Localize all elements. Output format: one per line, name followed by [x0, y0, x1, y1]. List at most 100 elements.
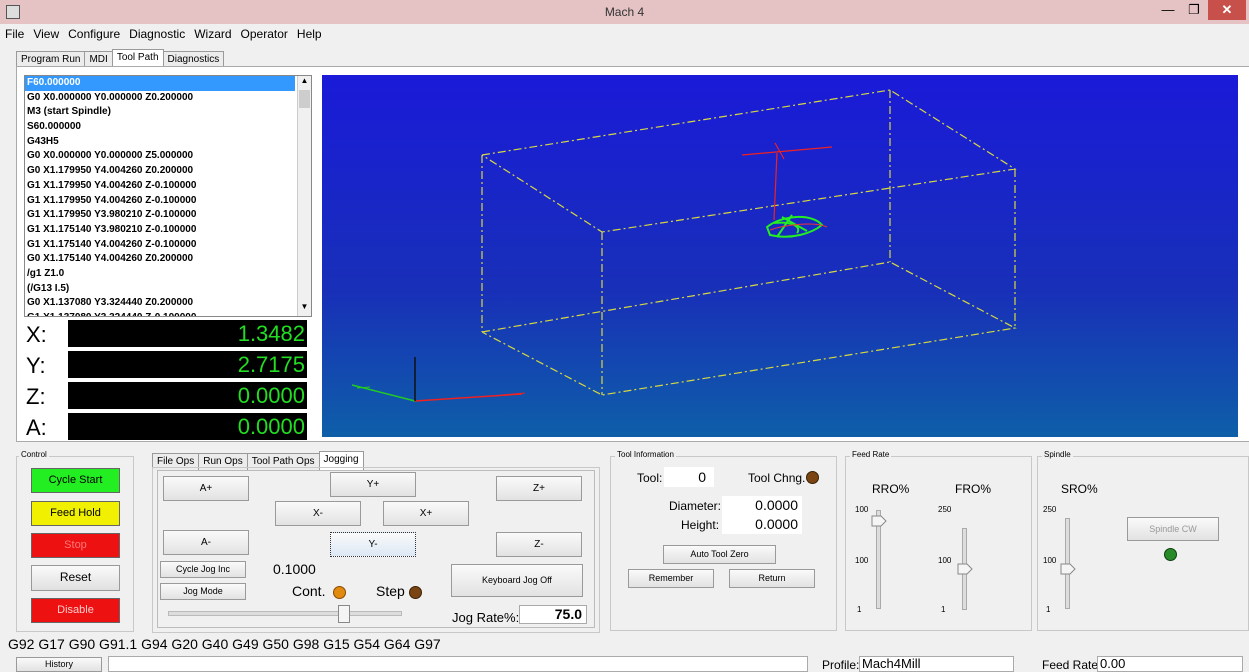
jog-x-plus-button[interactable]: X+ [383, 501, 469, 526]
tool-info-title: Tool Information [615, 450, 676, 459]
menu-configure[interactable]: Configure [63, 24, 124, 41]
step-label: Step [376, 583, 405, 599]
feed-rate-status-value: 0.00 [1097, 656, 1243, 672]
menu-wizard[interactable]: Wizard [189, 24, 235, 41]
window-title: Mach 4 [0, 5, 1249, 19]
scroll-down-icon[interactable]: ▼ [298, 302, 311, 315]
height-field[interactable]: 0.0000 [722, 515, 802, 534]
jog-y-plus-button[interactable]: Y+ [330, 472, 416, 497]
feed-rate-status-label: Feed Rate: [1042, 658, 1101, 672]
gcode-list[interactable]: F60.000000 G0 X0.000000 Y0.000000 Z0.2000… [24, 75, 312, 317]
profile-label: Profile: [822, 658, 859, 672]
jog-rate-slider[interactable] [168, 611, 402, 616]
sro-mid-label: 100 [1043, 556, 1056, 565]
dro-label-y: Y: [26, 353, 46, 379]
gcode-line[interactable]: G1 X1.175140 Y4.004260 Z-0.100000 [25, 238, 295, 253]
maximize-button[interactable]: ❐ [1181, 0, 1207, 20]
title-bar: Mach 4 — ❐ ✕ [0, 0, 1249, 24]
jog-mode-button[interactable]: Jog Mode [160, 583, 246, 600]
diameter-field[interactable]: 0.0000 [722, 496, 802, 515]
cycle-jog-inc-button[interactable]: Cycle Jog Inc [160, 561, 246, 578]
spindle-led-icon [1164, 548, 1177, 561]
toolpath-canvas [322, 75, 1238, 437]
gcode-line[interactable]: G0 X1.175140 Y4.004260 Z0.200000 [25, 252, 295, 267]
rro-max-label: 100 [855, 505, 868, 514]
reset-button[interactable]: Reset [31, 565, 120, 591]
gcode-line[interactable]: S60.000000 [25, 120, 295, 135]
menu-diagnostic[interactable]: Diagnostic [124, 24, 189, 41]
jog-z-plus-button[interactable]: Z+ [496, 476, 582, 501]
bounding-box-top [482, 90, 1015, 232]
menu-help[interactable]: Help [292, 24, 326, 41]
menu-operator[interactable]: Operator [236, 24, 292, 41]
dro-x[interactable]: 1.3482 [68, 320, 307, 347]
rro-label: RRO% [872, 482, 909, 496]
tool-label: Tool: [637, 471, 662, 485]
rro-mid-label: 100 [855, 556, 868, 565]
history-button[interactable]: History [16, 657, 102, 672]
gcode-line[interactable]: G1 X1.175140 Y3.980210 Z-0.100000 [25, 223, 295, 238]
gcode-line[interactable]: G1 X1.179950 Y3.980210 Z-0.100000 [25, 208, 295, 223]
gcode-modal-state: G92 G17 G90 G91.1 G94 G20 G40 G49 G50 G9… [8, 636, 441, 652]
dro-label-a: A: [26, 415, 47, 441]
step-led-icon [409, 586, 422, 599]
minimize-button[interactable]: — [1155, 0, 1181, 20]
close-button[interactable]: ✕ [1208, 0, 1246, 20]
jog-rate-slider-thumb[interactable] [338, 605, 350, 623]
return-button[interactable]: Return [729, 569, 815, 588]
feed-rate-title: Feed Rate [850, 450, 891, 459]
rro-min-label: 1 [857, 605, 861, 614]
dro-y[interactable]: 2.7175 [68, 351, 307, 378]
jog-z-minus-button[interactable]: Z- [496, 532, 582, 557]
gcode-line[interactable]: G0 X1.137080 Y3.324440 Z0.200000 [25, 296, 295, 311]
dro-label-x: X: [26, 322, 47, 348]
rro-slider-thumb[interactable] [871, 515, 887, 527]
remember-button[interactable]: Remember [628, 569, 714, 588]
gcode-line[interactable]: F60.000000 [25, 76, 295, 91]
menu-view[interactable]: View [28, 24, 63, 41]
stop-button[interactable]: Stop [31, 533, 120, 558]
gcode-line[interactable]: G0 X0.000000 Y0.000000 Z5.000000 [25, 149, 295, 164]
fro-slider-thumb[interactable] [957, 563, 973, 575]
diameter-label: Diameter: [669, 499, 721, 513]
jog-x-minus-button[interactable]: X- [275, 501, 361, 526]
scroll-up-icon[interactable]: ▲ [298, 76, 311, 89]
gcode-line[interactable]: G43H5 [25, 135, 295, 150]
gcode-line[interactable]: G0 X1.179950 Y4.004260 Z0.200000 [25, 164, 295, 179]
spindle-cw-button[interactable]: Spindle CW [1127, 517, 1219, 541]
toolpath-3d-view[interactable] [322, 75, 1238, 437]
sro-slider-thumb[interactable] [1060, 563, 1076, 575]
fro-min-label: 1 [941, 605, 945, 614]
disable-button[interactable]: Disable [31, 598, 120, 623]
sro-min-label: 1 [1046, 605, 1050, 614]
jog-a-plus-button[interactable]: A+ [163, 476, 249, 501]
jog-increment-value: 0.1000 [273, 561, 316, 577]
keyboard-jog-button[interactable]: Keyboard Jog Off [451, 564, 583, 597]
gcode-line[interactable]: G1 X1.137080 Y3.324440 Z-0.100000 [25, 311, 295, 317]
jog-rate-value[interactable]: 75.0 [519, 605, 587, 624]
cont-label: Cont. [292, 583, 325, 599]
fro-mid-label: 100 [938, 556, 951, 565]
gcode-line[interactable]: G0 X0.000000 Y0.000000 Z0.200000 [25, 91, 295, 106]
dro-z[interactable]: 0.0000 [68, 382, 307, 409]
menu-file[interactable]: File [0, 24, 28, 41]
cycle-start-button[interactable]: Cycle Start [31, 468, 120, 493]
profile-value: Mach4Mill [859, 656, 1014, 672]
feed-hold-button[interactable]: Feed Hold [31, 501, 120, 526]
gcode-line[interactable]: G1 X1.179950 Y4.004260 Z-0.100000 [25, 179, 295, 194]
menu-bar: File View Configure Diagnostic Wizard Operato… [0, 24, 1249, 44]
toolpath-geometry [767, 215, 827, 237]
gcode-line[interactable]: G1 X1.179950 Y4.004260 Z-0.100000 [25, 194, 295, 209]
dro-a[interactable]: 0.0000 [68, 413, 307, 440]
gcode-line[interactable]: M3 (start Spindle) [25, 105, 295, 120]
auto-tool-zero-button[interactable]: Auto Tool Zero [663, 545, 776, 564]
tool-number-field[interactable]: 0 [664, 467, 714, 487]
sro-label: SRO% [1061, 482, 1098, 496]
jog-y-minus-button[interactable]: Y- [330, 532, 416, 557]
scroll-thumb[interactable] [299, 90, 310, 108]
jog-a-minus-button[interactable]: A- [163, 530, 249, 555]
tool-change-led-icon [806, 471, 819, 484]
gcode-line[interactable]: /g1 Z1.0 [25, 267, 295, 282]
gcode-scrollbar[interactable]: ▲ ▼ [297, 76, 311, 316]
gcode-line[interactable]: (/G13 I.5) [25, 282, 295, 297]
